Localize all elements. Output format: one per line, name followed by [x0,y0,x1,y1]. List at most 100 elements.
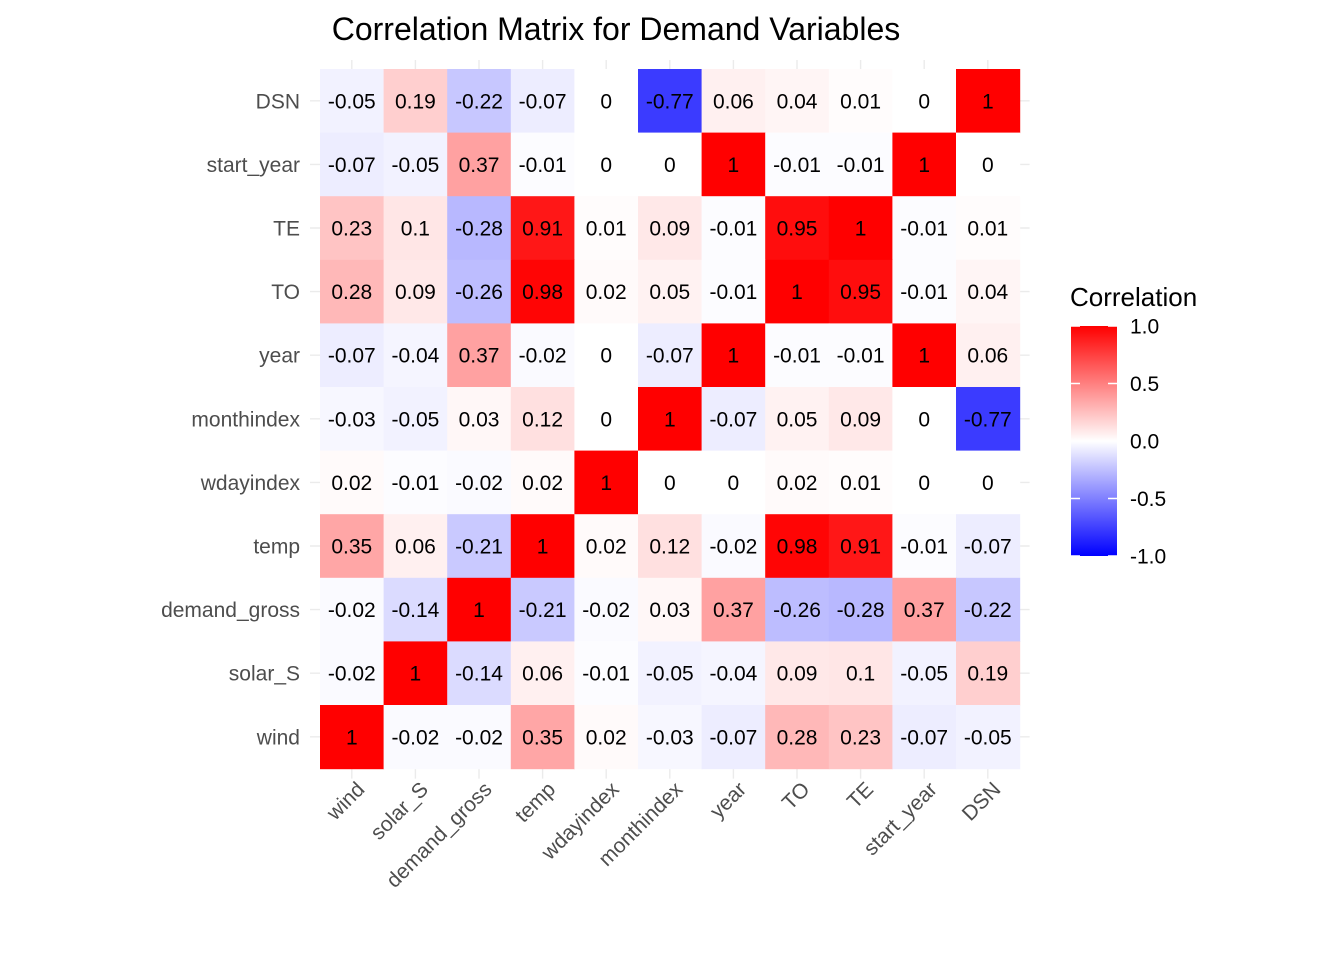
cell-label-temp-solar_S: 0.06 [395,536,436,559]
cell-label-solar_S-start_year: -0.05 [900,663,948,686]
cell-label-demand_gross-wdayindex: -0.02 [582,599,630,622]
cell-label-DSN-demand_gross: -0.22 [455,90,503,113]
y-tick-year: year [259,345,300,368]
cell-label-temp-monthindex: 0.12 [649,536,690,559]
cell-label-wdayindex-solar_S: -0.01 [391,472,439,495]
cell-label-wdayindex-DSN: 0 [982,472,994,495]
heatmap-cell-TO-start_year [892,259,957,324]
heatmap-cell-start_year-solar_S [383,132,448,197]
y-tick-temp: temp [253,536,300,559]
cell-label-start_year-TE: -0.01 [837,154,885,177]
cell-label-solar_S-wind: -0.02 [328,663,376,686]
cell-label-solar_S-DSN: 0.19 [967,663,1008,686]
cell-label-year-demand_gross: 0.37 [459,345,500,368]
heatmap-cell-year-wdayindex [574,323,639,388]
heatmap-cell-start_year-TE [828,132,893,197]
y-tick-wdayindex: wdayindex [200,472,301,495]
cell-label-temp-start_year: -0.01 [900,536,948,559]
heatmap-cell-DSN-wdayindex [574,69,639,134]
cell-label-year-DSN: 0.06 [967,345,1008,368]
heatmap-cell-TE-temp [510,196,575,261]
heatmap-cell-year-demand_gross [447,323,512,388]
cell-label-monthindex-demand_gross: 0.03 [459,408,500,431]
heatmap-cell-temp-TE [828,514,893,579]
heatmap-cell-start_year-DSN [956,132,1021,197]
cell-label-TO-monthindex: 0.05 [649,281,690,304]
heatmap-cell-start_year-year [701,132,766,197]
heatmap-cell-wdayindex-start_year [892,450,957,515]
heatmap-cell-TO-monthindex [638,259,703,324]
cell-label-year-temp: -0.02 [519,345,567,368]
heatmap-cell-start_year-wdayindex [574,132,639,197]
cell-label-TO-DSN: 0.04 [967,281,1008,304]
cell-label-DSN-TE: 0.01 [840,90,881,113]
cell-label-temp-year: -0.02 [709,536,757,559]
cell-label-TO-solar_S: 0.09 [395,281,436,304]
heatmap-cell-year-year [701,323,766,388]
cell-label-TE-TE: 1 [855,218,867,241]
heatmap-cell-year-DSN [956,323,1021,388]
cell-label-TE-wdayindex: 0.01 [586,218,627,241]
cell-label-wind-DSN: -0.05 [964,726,1012,749]
x-tick-year: year [706,778,751,823]
heatmap-cell-TO-temp [510,259,575,324]
cell-label-solar_S-TE: 0.1 [846,663,875,686]
heatmap-cell-wind-DSN [956,705,1021,770]
heatmap-cell-demand_gross-TO [765,577,830,642]
cell-label-monthindex-TO: 0.05 [777,408,818,431]
heatmap-cell-solar_S-wind [320,641,385,706]
chart-title: Correlation Matrix for Demand Variables [332,11,901,47]
heatmap-cell-TO-wind [320,259,385,324]
cell-label-wdayindex-wind: 0.02 [331,472,372,495]
cell-label-wind-solar_S: -0.02 [391,726,439,749]
heatmap-cell-start_year-monthindex [638,132,703,197]
legend-ticks: 1.0 0.5 0.0 -0.5 -1.0 [1071,316,1166,569]
heatmap-cell-wdayindex-DSN [956,450,1021,515]
heatmap-cell-wind-wdayindex [574,705,639,770]
heatmap-cell-monthindex-temp [510,387,575,452]
x-tick-temp: temp [511,778,560,827]
heatmap-cell-year-solar_S [383,323,448,388]
heatmap-cell-wdayindex-year [701,450,766,515]
cell-label-wind-demand_gross: -0.02 [455,726,503,749]
cell-label-wdayindex-TE: 0.01 [840,472,881,495]
cell-label-demand_gross-DSN: -0.22 [964,599,1012,622]
cell-label-demand_gross-temp: -0.21 [519,599,567,622]
cell-label-TE-start_year: -0.01 [900,218,948,241]
cell-label-year-wdayindex: 0 [600,345,612,368]
cell-label-demand_gross-solar_S: -0.14 [391,599,439,622]
cell-label-wdayindex-wdayindex: 1 [600,472,612,495]
heatmap-cell-wdayindex-demand_gross [447,450,512,515]
cell-label-DSN-temp: -0.07 [519,90,567,113]
heatmap-cell-TE-DSN [956,196,1021,261]
cell-label-solar_S-solar_S: 1 [410,663,422,686]
heatmap-cell-temp-temp [510,514,575,579]
cell-label-monthindex-solar_S: -0.05 [391,408,439,431]
cell-label-start_year-monthindex: 0 [664,154,676,177]
cell-label-wdayindex-start_year: 0 [918,472,930,495]
heatmap-cell-monthindex-demand_gross [447,387,512,452]
legend: Correlation 1.0 0.5 0.0 -0.5 -1.0 [1070,282,1197,569]
heatmap-cell-monthindex-DSN [956,387,1021,452]
cell-label-year-monthindex: -0.07 [646,345,694,368]
cell-label-DSN-TO: 0.04 [777,90,818,113]
cell-label-TE-DSN: 0.01 [967,218,1008,241]
heatmap-cell-year-TE [828,323,893,388]
cell-label-monthindex-TE: 0.09 [840,408,881,431]
cell-label-TO-TE: 0.95 [840,281,881,304]
cell-label-monthindex-year: -0.07 [709,408,757,431]
heatmap-cell-year-monthindex [638,323,703,388]
cell-label-solar_S-temp: 0.06 [522,663,563,686]
legend-title: Correlation [1070,282,1197,312]
x-tick-TO: TO [778,778,815,815]
heatmap-cell-demand_gross-demand_gross [447,577,512,642]
cell-label-DSN-DSN: 1 [982,90,994,113]
heatmap-cell-DSN-DSN [956,69,1021,134]
heatmap-cell-start_year-TO [765,132,830,197]
cell-label-wind-TO: 0.28 [777,726,818,749]
heatmap-cell-DSN-solar_S [383,69,448,134]
heatmap-cell-year-temp [510,323,575,388]
heatmap-cell-temp-wind [320,514,385,579]
cell-label-demand_gross-wind: -0.02 [328,599,376,622]
cell-label-demand_gross-year: 0.37 [713,599,754,622]
